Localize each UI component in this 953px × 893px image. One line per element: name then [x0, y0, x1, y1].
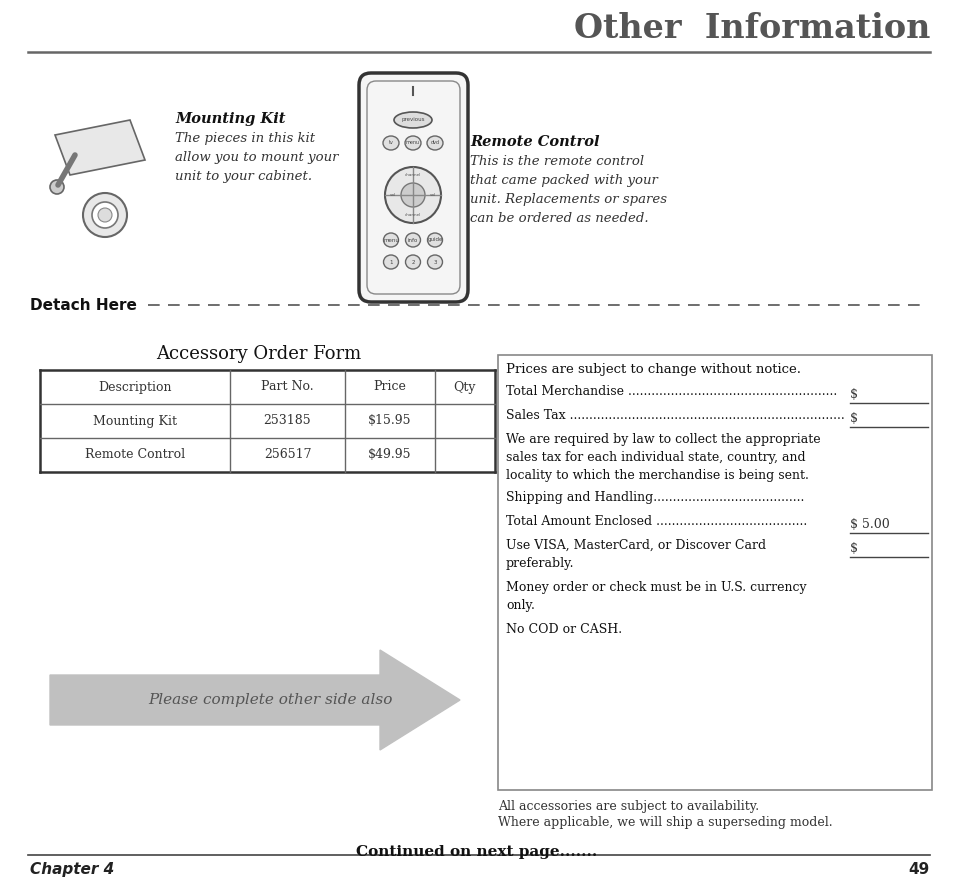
Text: Qty: Qty: [454, 380, 476, 394]
Text: 253185: 253185: [263, 414, 311, 428]
Text: All accessories are subject to availability.: All accessories are subject to availabil…: [497, 800, 759, 813]
Text: 2: 2: [411, 260, 415, 264]
Text: dvd: dvd: [430, 140, 439, 146]
Text: This is the remote control
that came packed with your
unit. Replacements or spar: This is the remote control that came pac…: [470, 155, 666, 225]
Text: 1: 1: [389, 260, 393, 264]
FancyArrow shape: [50, 650, 459, 750]
Text: Price: Price: [374, 380, 406, 394]
Text: Continued on next page.......: Continued on next page.......: [356, 845, 597, 859]
Text: channel: channel: [404, 173, 420, 177]
Text: 3: 3: [433, 260, 436, 264]
Text: Remote Control: Remote Control: [85, 448, 185, 462]
Text: Part No.: Part No.: [261, 380, 314, 394]
Text: 256517: 256517: [263, 448, 311, 462]
Text: 49: 49: [908, 862, 929, 877]
Text: Sales Tax ......................................................................: Sales Tax ..............................…: [505, 409, 843, 422]
Text: Other  Information: Other Information: [573, 12, 929, 45]
Text: Description: Description: [98, 380, 172, 394]
Circle shape: [385, 167, 440, 223]
Ellipse shape: [383, 255, 398, 269]
Ellipse shape: [427, 255, 442, 269]
Ellipse shape: [382, 136, 398, 150]
Bar: [497, 355, 931, 790]
Text: vol: vol: [390, 193, 395, 197]
Text: Use VISA, MasterCard, or Discover Card
preferably.: Use VISA, MasterCard, or Discover Card p…: [505, 539, 765, 570]
Text: vol: vol: [430, 193, 436, 197]
Text: Detach Here: Detach Here: [30, 297, 136, 313]
Ellipse shape: [405, 255, 420, 269]
Text: $: $: [849, 518, 857, 531]
Text: Where applicable, we will ship a superseding model.: Where applicable, we will ship a superse…: [497, 816, 832, 829]
Text: Prices are subject to change without notice.: Prices are subject to change without not…: [505, 363, 801, 376]
Circle shape: [400, 183, 424, 207]
Ellipse shape: [394, 112, 432, 128]
Text: channel: channel: [404, 213, 420, 217]
Circle shape: [98, 208, 112, 222]
Polygon shape: [55, 120, 145, 175]
Ellipse shape: [427, 233, 442, 247]
Ellipse shape: [405, 136, 420, 150]
Text: Remote Control: Remote Control: [470, 135, 598, 149]
Ellipse shape: [383, 233, 398, 247]
Ellipse shape: [405, 233, 420, 247]
FancyBboxPatch shape: [358, 73, 468, 302]
Text: Money order or check must be in U.S. currency
only.: Money order or check must be in U.S. cur…: [505, 581, 806, 612]
Text: previous: previous: [401, 118, 424, 122]
Text: Total Merchandise ......................................................: Total Merchandise ......................…: [505, 385, 837, 398]
Ellipse shape: [427, 136, 442, 150]
Text: $: $: [849, 388, 857, 401]
Text: The pieces in this kit
allow you to mount your
unit to your cabinet.: The pieces in this kit allow you to moun…: [174, 132, 338, 183]
Text: No COD or CASH.: No COD or CASH.: [505, 623, 621, 636]
Text: $15.95: $15.95: [368, 414, 412, 428]
Text: We are required by law to collect the appropriate
sales tax for each individual : We are required by law to collect the ap…: [505, 433, 820, 482]
Text: Chapter 4: Chapter 4: [30, 862, 114, 877]
Text: guide: guide: [427, 238, 442, 243]
Circle shape: [50, 180, 64, 194]
Text: Please complete other side also: Please complete other side also: [148, 693, 392, 707]
Circle shape: [83, 193, 127, 237]
Text: Total Amount Enclosed .......................................: Total Amount Enclosed ..................…: [505, 515, 806, 528]
Text: $: $: [849, 542, 857, 555]
Text: Mounting Kit: Mounting Kit: [174, 112, 285, 126]
Text: menu: menu: [406, 140, 419, 146]
Text: tv: tv: [388, 140, 393, 146]
Text: Shipping and Handling.......................................: Shipping and Handling...................…: [505, 491, 803, 504]
Text: info: info: [407, 238, 417, 243]
Text: $: $: [849, 412, 857, 425]
Text: menu: menu: [383, 238, 398, 243]
Text: Accessory Order Form: Accessory Order Form: [156, 345, 361, 363]
Text: Mounting Kit: Mounting Kit: [92, 414, 177, 428]
Circle shape: [91, 202, 118, 228]
Text: $49.95: $49.95: [368, 448, 412, 462]
Text: 5.00: 5.00: [862, 518, 889, 531]
